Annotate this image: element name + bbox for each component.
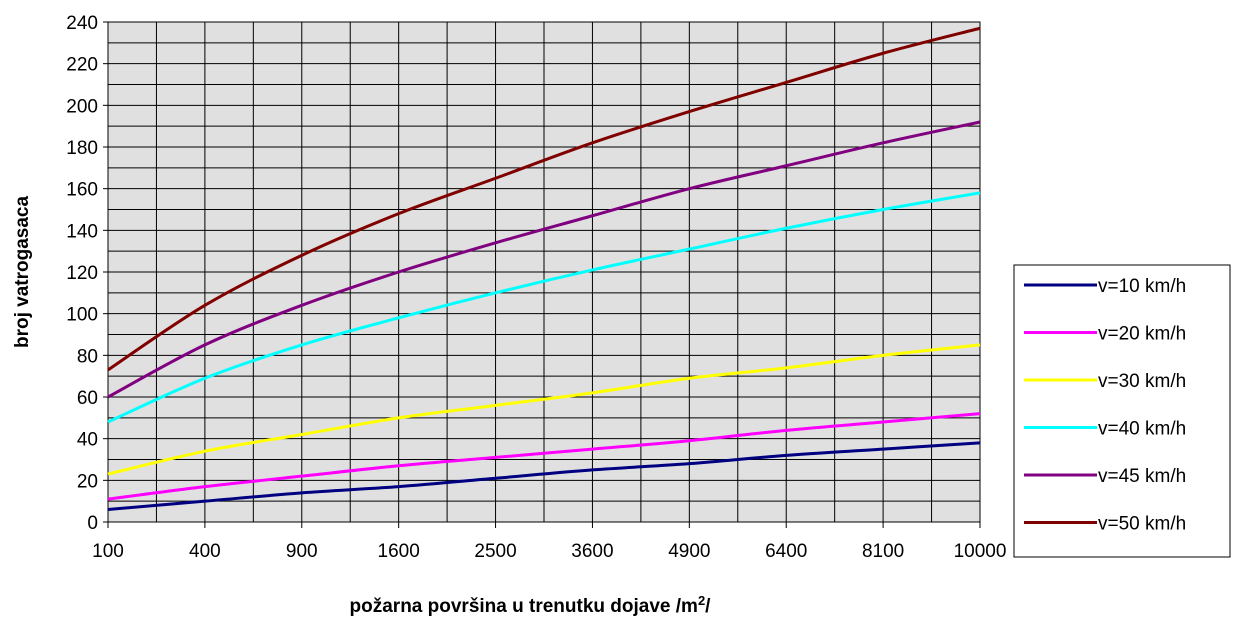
y-tick-label: 100	[66, 305, 98, 326]
legend-label: v=45 km/h	[1098, 466, 1186, 487]
x-tick-label: 8100	[862, 541, 904, 562]
y-tick-label: 160	[66, 180, 98, 201]
y-axis-title: broj vatrogasaca	[12, 196, 33, 348]
y-tick-label: 240	[66, 13, 98, 34]
legend-label: v=20 km/h	[1098, 324, 1186, 345]
y-tick-label: 180	[66, 138, 98, 159]
series-lines	[107, 26, 981, 511]
x-tick-label: 10000	[954, 541, 1007, 562]
x-tick-label: 400	[189, 541, 221, 562]
y-tick-label: 140	[66, 221, 98, 242]
x-tick-label: 2500	[474, 541, 516, 562]
y-tick-label: 60	[77, 388, 98, 409]
y-tick-label: 200	[66, 96, 98, 117]
y-tick-label: 120	[66, 263, 98, 284]
grid	[107, 21, 981, 523]
legend-label: v=50 km/h	[1098, 514, 1186, 535]
x-tick-label: 3600	[571, 541, 613, 562]
x-axis-title: požarna površina u trenutku dojave /m2/	[350, 593, 712, 618]
series-line-v-30-km-h	[107, 343, 981, 476]
series-line-v-50-km-h	[107, 26, 981, 372]
series-line-v-20-km-h	[107, 412, 981, 501]
legend: v=10 km/h v=20 km/h v=30 km/h v=40 km/h v=45…	[1013, 264, 1231, 558]
x-tick-label: 100	[92, 541, 124, 562]
y-tick-label: 80	[77, 346, 98, 367]
legend-label: v=30 km/h	[1098, 371, 1186, 392]
x-tick-label: 6400	[765, 541, 807, 562]
x-tick-label: 1600	[378, 541, 420, 562]
y-tick-labels: 0 20 40 60 80 100 120 140 160 180 200 220 240	[66, 13, 108, 534]
x-tick-label: 4900	[668, 541, 710, 562]
series-line-v-40-km-h	[107, 191, 981, 424]
x-tick-labels: 100 400 900 1600 2500 3600 4900 6400 8100 10000	[92, 522, 1006, 562]
series-line-v-10-km-h	[107, 441, 981, 511]
y-tick-label: 40	[77, 430, 98, 451]
y-tick-label: 0	[87, 513, 98, 534]
y-tick-label: 220	[66, 55, 98, 76]
legend-box	[1013, 264, 1231, 558]
y-tick-label: 20	[77, 471, 98, 492]
series-line-v-45-km-h	[107, 120, 981, 399]
legend-label: v=40 km/h	[1098, 419, 1186, 440]
x-tick-label: 900	[286, 541, 318, 562]
legend-label: v=10 km/h	[1098, 276, 1186, 297]
